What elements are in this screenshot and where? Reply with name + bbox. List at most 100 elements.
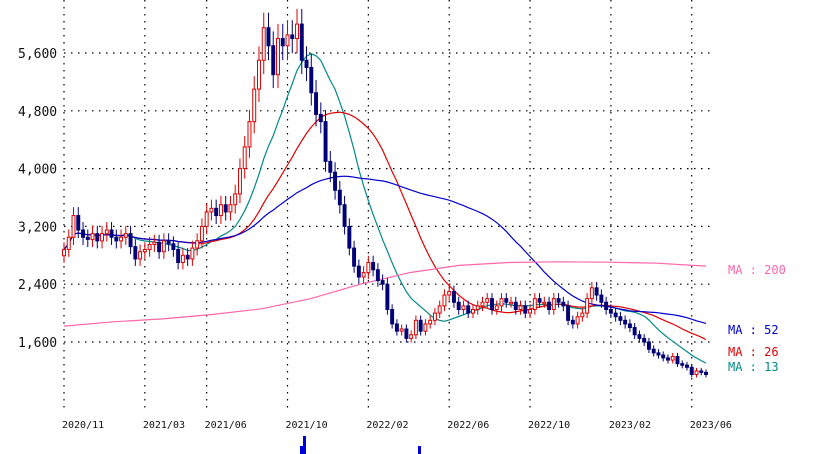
candle	[394, 319, 399, 336]
candle	[428, 315, 433, 329]
volume-bar	[303, 436, 306, 454]
candlesticks	[62, 8, 708, 378]
candle	[437, 300, 442, 319]
candle	[413, 315, 418, 340]
candle	[613, 308, 618, 322]
candle	[147, 237, 152, 257]
candle	[223, 195, 228, 221]
candle	[632, 322, 637, 340]
ma-line-52	[63, 175, 707, 324]
candle	[442, 289, 447, 312]
y-tick-label: 2,400	[18, 278, 57, 293]
candle	[651, 345, 656, 357]
candle	[100, 225, 105, 249]
candle	[109, 222, 114, 245]
candle	[352, 240, 357, 273]
candle	[494, 300, 499, 315]
candle	[580, 308, 585, 322]
x-tick-label: 2021/03	[143, 420, 185, 431]
candle	[342, 195, 347, 235]
candle	[504, 293, 509, 308]
candle	[471, 304, 475, 319]
candle	[209, 199, 214, 221]
candle	[528, 304, 533, 319]
candle	[451, 285, 456, 308]
candle	[90, 225, 95, 248]
candle	[518, 300, 523, 315]
candle	[409, 330, 414, 343]
candle	[190, 240, 195, 266]
candle	[418, 315, 423, 336]
candle	[371, 255, 376, 277]
candle	[656, 349, 661, 359]
candle	[62, 242, 66, 263]
candle	[390, 304, 395, 329]
candle	[513, 296, 518, 315]
ma-line-200	[63, 261, 707, 327]
x-tick-label: 2022/10	[528, 420, 570, 431]
candle	[199, 218, 204, 249]
candle	[675, 352, 680, 367]
candle	[285, 20, 290, 61]
candle	[237, 158, 242, 204]
candle	[81, 222, 85, 245]
candle	[589, 281, 594, 305]
candle	[670, 352, 675, 364]
candle	[314, 79, 319, 127]
candle	[575, 311, 580, 329]
candle	[661, 351, 666, 362]
candle	[537, 293, 542, 308]
candle	[347, 218, 352, 256]
candle	[142, 242, 147, 259]
candle	[123, 225, 128, 245]
candle	[185, 248, 190, 266]
candle	[228, 195, 233, 221]
candle	[166, 233, 171, 252]
candle	[290, 20, 295, 54]
x-tick-label: 2020/11	[62, 420, 104, 431]
candle	[447, 285, 452, 301]
candle	[480, 296, 485, 312]
candle	[337, 180, 342, 214]
candle	[466, 300, 471, 319]
candle	[637, 330, 642, 343]
candle	[280, 23, 285, 61]
volume-bars	[300, 436, 421, 454]
candle	[295, 8, 299, 54]
candle	[161, 233, 166, 259]
candle	[95, 225, 100, 249]
candle	[699, 367, 704, 376]
candle	[104, 222, 109, 242]
y-tick-label: 5,600	[18, 47, 57, 62]
y-tick-label: 4,800	[18, 105, 57, 120]
candle	[271, 31, 276, 89]
ma-label-ma26: MA : 26	[728, 345, 779, 359]
x-tick-label: 2022/02	[366, 420, 408, 431]
candle	[157, 234, 162, 259]
x-tick-label: 2022/06	[447, 420, 489, 431]
candle	[604, 296, 609, 315]
ma-label-ma13: MA : 13	[728, 360, 779, 374]
candle	[152, 234, 157, 252]
candle	[704, 369, 708, 378]
candle	[356, 259, 361, 284]
candle	[547, 296, 552, 315]
candle	[195, 233, 200, 256]
candle	[585, 293, 590, 319]
candle	[257, 46, 261, 103]
candle	[542, 296, 547, 308]
candle	[566, 300, 571, 326]
candle	[689, 364, 694, 378]
candle	[556, 293, 561, 308]
candle	[646, 337, 651, 354]
candle	[399, 324, 404, 336]
candle	[404, 324, 409, 343]
candle	[485, 293, 490, 308]
candle	[380, 274, 385, 291]
candle	[623, 315, 628, 329]
candle	[685, 361, 689, 371]
candle	[456, 296, 461, 315]
candle	[642, 334, 647, 347]
y-tick-label: 1,600	[18, 336, 57, 351]
candle	[204, 203, 209, 235]
